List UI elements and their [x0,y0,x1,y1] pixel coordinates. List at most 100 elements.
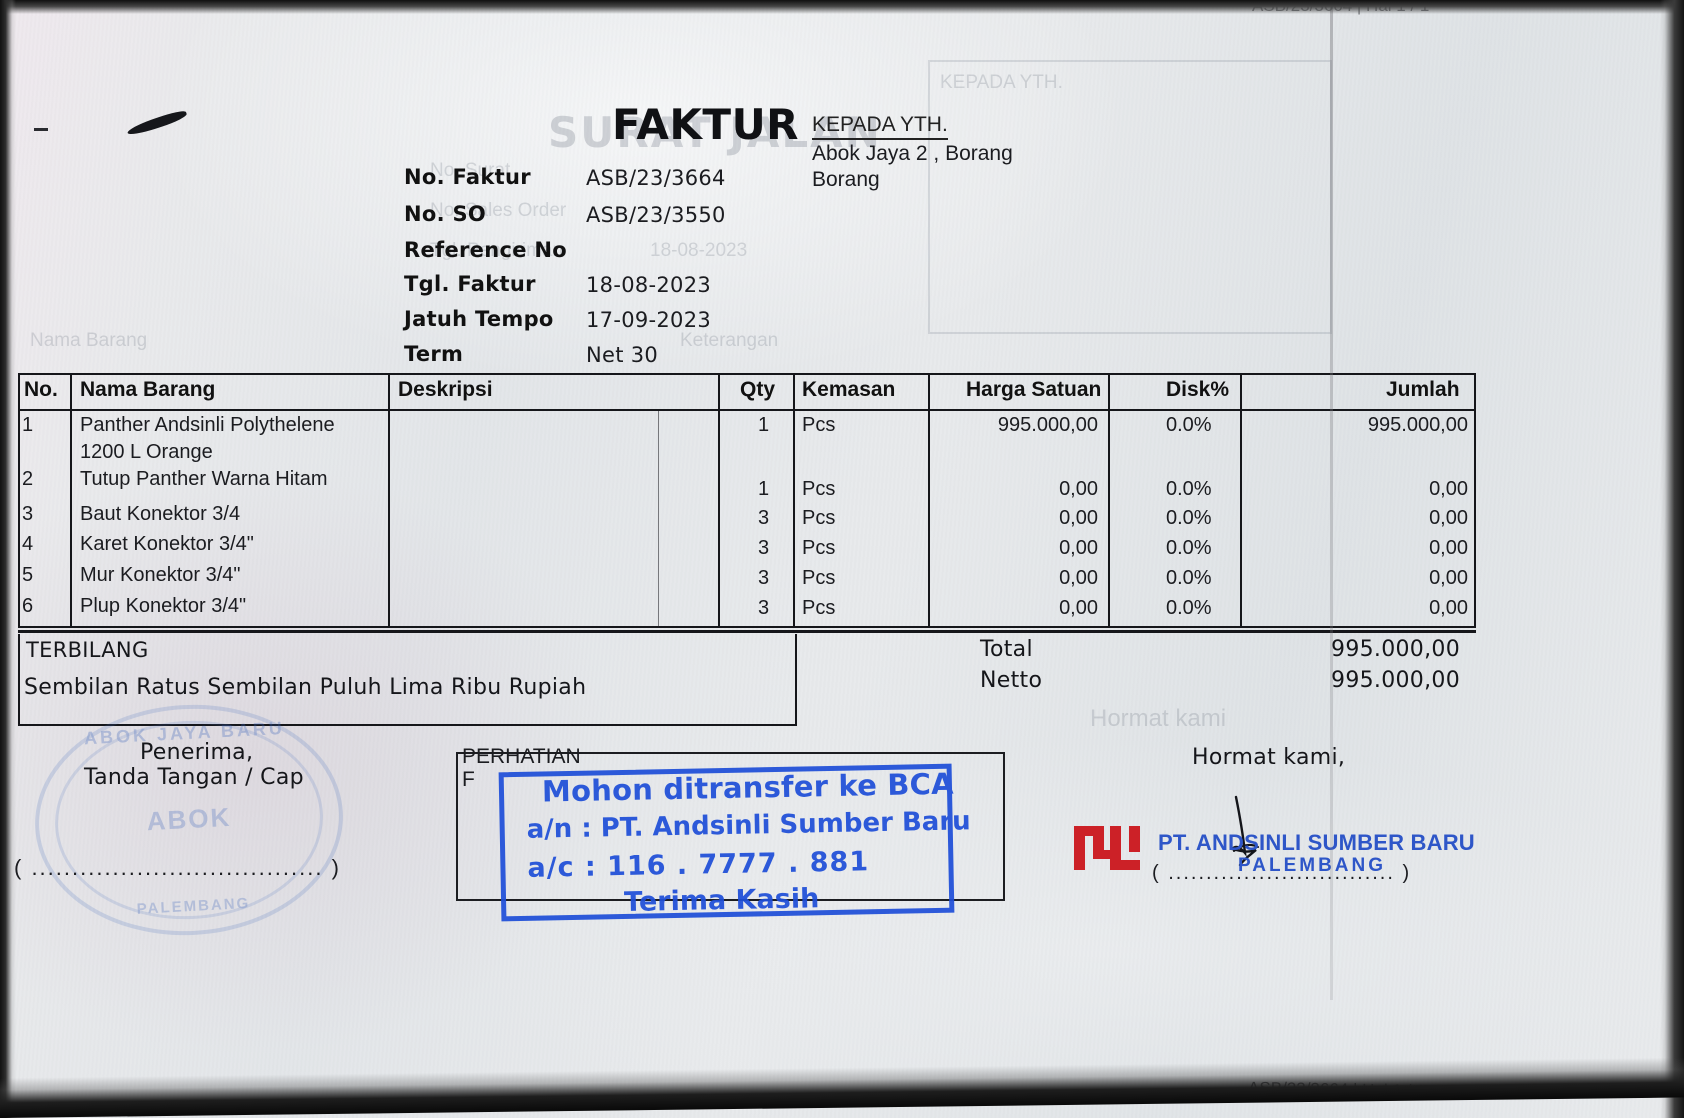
total-label: Total [980,637,1033,662]
recipient-heading: KEPADA YTH. [812,113,948,140]
td-no-1: 1 [22,414,34,436]
td-harga-5: 0,00 [1059,567,1098,589]
td-kemasan-5: Pcs [802,567,836,589]
bleed-through-hormat: Hormat kami [1090,705,1227,732]
td-disk-2: 0.0% [1166,478,1212,500]
stamp-line-3: a/c : 116 . 7777 . 881 [527,846,870,884]
table-divider-deskripsi-inner [658,411,659,628]
td-harga-4: 0,00 [1059,537,1098,559]
bleed-through-line-6: Keterangan [680,330,779,351]
attention-label: PERHATIAN [462,745,581,768]
meta-label-no-so: No. SO [404,202,487,226]
td-qty-6: 3 [758,597,770,619]
terbilang-text: Sembilan Ratus Sembilan Puluh Lima Ribu … [24,675,587,700]
pen-dash-mark [34,128,48,131]
td-harga-3: 0,00 [1059,507,1098,529]
stamp-line-2: a/n : PT. Andsinli Sumber Baru [526,806,971,845]
td-nama-3: Baut Konektor 3/4 [80,503,241,525]
table-divider-kemasan [928,373,930,628]
td-kemasan-2: Pcs [802,478,836,500]
meta-value-term: Net 30 [586,343,659,367]
meta-value-tgl-faktur: 18-08-2023 [586,273,712,297]
meta-label-jatuh-tempo: Jatuh Tempo [404,307,554,331]
th-kemasan: Kemasan [802,378,896,401]
td-nama-1-line2: 1200 L Orange [80,441,213,463]
bleed-through-title: SURAT JALAN [548,108,882,157]
table-header-rule [18,409,1476,411]
bleed-through-date: 18-08-2023 [650,240,748,261]
td-nama-6: Plup Konektor 3/4" [80,595,247,617]
td-nama-5: Mur Konektor 3/4" [80,564,241,586]
td-jumlah-6: 0,00 [1429,597,1468,619]
items-table: No. Nama Barang Deskripsi Qty Kemasan Ha… [18,373,1476,628]
stamp-line-1: Mohon ditransfer ke BCA [541,766,955,809]
td-jumlah-2: 0,00 [1429,478,1468,500]
table-border [18,373,1476,628]
bleed-through-line-5: Nama Barang [30,330,148,351]
recipient-name: Abok Jaya 2 , Borang [812,142,1013,165]
td-no-3: 3 [22,503,34,525]
meta-value-no-so: ASB/23/3550 [586,203,726,227]
meta-label-term: Term [404,342,464,366]
seal-mid-text: ABOK [145,801,232,837]
td-jumlah-1: 995.000,00 [1367,414,1468,436]
meta-value-jatuh-tempo: 17-09-2023 [586,308,712,332]
td-disk-6: 0.0% [1166,597,1212,619]
penerima-label: Penerima, [140,740,254,765]
td-jumlah-4: 0,00 [1429,537,1468,559]
td-kemasan-1: Pcs [802,414,836,436]
td-harga-2: 0,00 [1059,478,1098,500]
td-kemasan-4: Pcs [802,537,836,559]
bleed-through-box [928,60,1332,334]
th-harga: Harga Satuan [966,378,1102,401]
td-qty-3: 3 [758,507,770,529]
td-harga-6: 0,00 [1059,597,1098,619]
th-nama: Nama Barang [80,378,216,401]
company-logo-icon [1074,826,1140,870]
td-qty-2: 1 [758,478,770,500]
bleed-through-line-1: No. Surat [430,160,511,181]
netto-label: Netto [980,668,1043,693]
scan-edge-top [0,0,1684,14]
table-divider-deskripsi [718,373,720,628]
company-name: PT. ANDSINLI SUMBER BARU [1158,830,1475,855]
netto-value: 995.000,00 [1331,668,1460,693]
bleed-through-line-2: No. Sales Order [430,200,567,221]
td-kemasan-6: Pcs [802,597,836,619]
th-jumlah: Jumlah [1386,378,1460,401]
table-divider-qty [793,373,795,628]
total-value: 995.000,00 [1331,637,1460,662]
bleed-through-line-3: Tgl. Pengiriman [430,240,564,261]
td-qty-5: 3 [758,567,770,589]
th-no: No. [24,378,58,401]
td-disk-4: 0.0% [1166,537,1212,559]
penerima-sub: Tanda Tangan / Cap [84,765,304,790]
meta-label-tgl-faktur: Tgl. Faktur [404,272,536,296]
document-title: FAKTUR [612,100,800,149]
bank-transfer-stamp: Mohon ditransfer ke BCA a/n : PT. Andsin… [498,763,971,922]
table-divider-no [70,373,72,628]
meta-value-no-faktur: ASB/23/3664 [586,166,726,190]
recipient-address: Borang [812,168,880,191]
company-city: PALEMBANG [1238,855,1387,876]
meta-label-reference-no: Reference No [404,238,567,262]
meta-label-no-faktur: No. Faktur [404,165,531,189]
penerima-signature-line: ( .................................... ) [14,855,341,880]
paper-fold-line [1330,0,1333,1000]
attention-box [456,752,1005,901]
td-no-5: 5 [22,564,34,586]
bleed-through-box-text: KEPADA YTH. [940,72,1063,93]
td-jumlah-3: 0,00 [1429,507,1468,529]
handwritten-signature [1229,795,1259,867]
th-disk: Disk% [1166,378,1230,401]
recipient-round-seal: ABOK JAYA BARU ABOK PALEMBANG [29,697,349,943]
th-deskripsi: Deskripsi [398,378,493,401]
scan-edge-left [0,0,16,1118]
terbilang-box [18,634,797,726]
stamp-line-4: Terima Kasih [623,883,820,918]
totals-top-rule [18,630,1476,633]
scan-edge-right [1660,0,1684,1118]
td-disk-5: 0.0% [1166,567,1212,589]
